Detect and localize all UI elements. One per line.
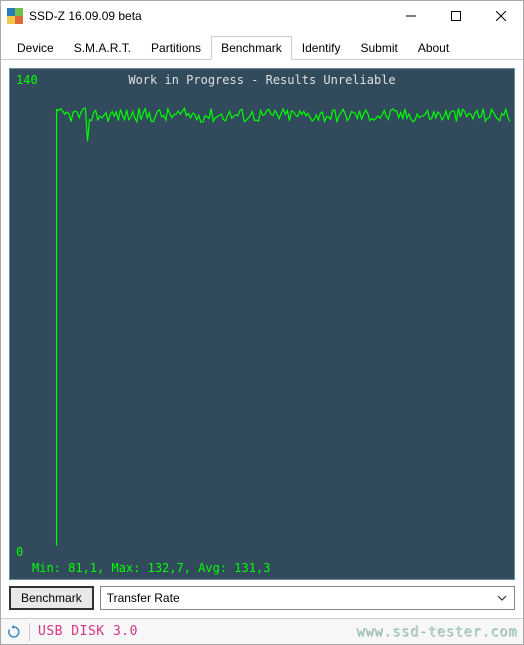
statusbar: USB DISK 3.0 www.ssd-tester.com <box>1 618 523 644</box>
y-axis-min: 0 <box>16 545 23 559</box>
benchmark-button[interactable]: Benchmark <box>9 586 94 610</box>
status-separator <box>29 623 30 641</box>
tab-identify[interactable]: Identify <box>292 36 351 60</box>
tab-smart[interactable]: S.M.A.R.T. <box>64 36 141 60</box>
close-button[interactable] <box>478 1 523 31</box>
tab-bar: Device S.M.A.R.T. Partitions Benchmark I… <box>1 31 523 60</box>
chart-panel: Work in Progress - Results Unreliable 14… <box>9 68 515 580</box>
minimize-button[interactable] <box>388 1 433 31</box>
chevron-down-icon <box>496 592 508 604</box>
watermark: www.ssd-tester.com <box>356 624 517 640</box>
window-controls <box>388 1 523 31</box>
chart-stats: Min: 81,1, Max: 132,7, Avg: 131,3 <box>32 561 270 575</box>
dropdown-value: Transfer Rate <box>107 591 496 605</box>
transfer-rate-chart <box>10 69 514 579</box>
test-type-dropdown[interactable]: Transfer Rate <box>100 586 515 610</box>
titlebar: SSD-Z 16.09.09 beta <box>1 1 523 31</box>
benchmark-content: Work in Progress - Results Unreliable 14… <box>1 60 523 618</box>
bottom-controls: Benchmark Transfer Rate <box>9 586 515 610</box>
maximize-button[interactable] <box>433 1 478 31</box>
refresh-icon[interactable] <box>7 625 21 639</box>
device-name: USB DISK 3.0 <box>38 624 138 639</box>
tab-about[interactable]: About <box>408 36 459 60</box>
tab-partitions[interactable]: Partitions <box>141 36 211 60</box>
y-axis-max: 140 <box>16 73 38 87</box>
tab-benchmark[interactable]: Benchmark <box>211 36 292 60</box>
app-icon <box>7 8 23 24</box>
tab-submit[interactable]: Submit <box>350 36 407 60</box>
tab-device[interactable]: Device <box>7 36 64 60</box>
window-title: SSD-Z 16.09.09 beta <box>29 9 388 23</box>
app-window: SSD-Z 16.09.09 beta Device S.M.A.R.T. Pa… <box>0 0 524 645</box>
chart-banner: Work in Progress - Results Unreliable <box>10 73 514 87</box>
